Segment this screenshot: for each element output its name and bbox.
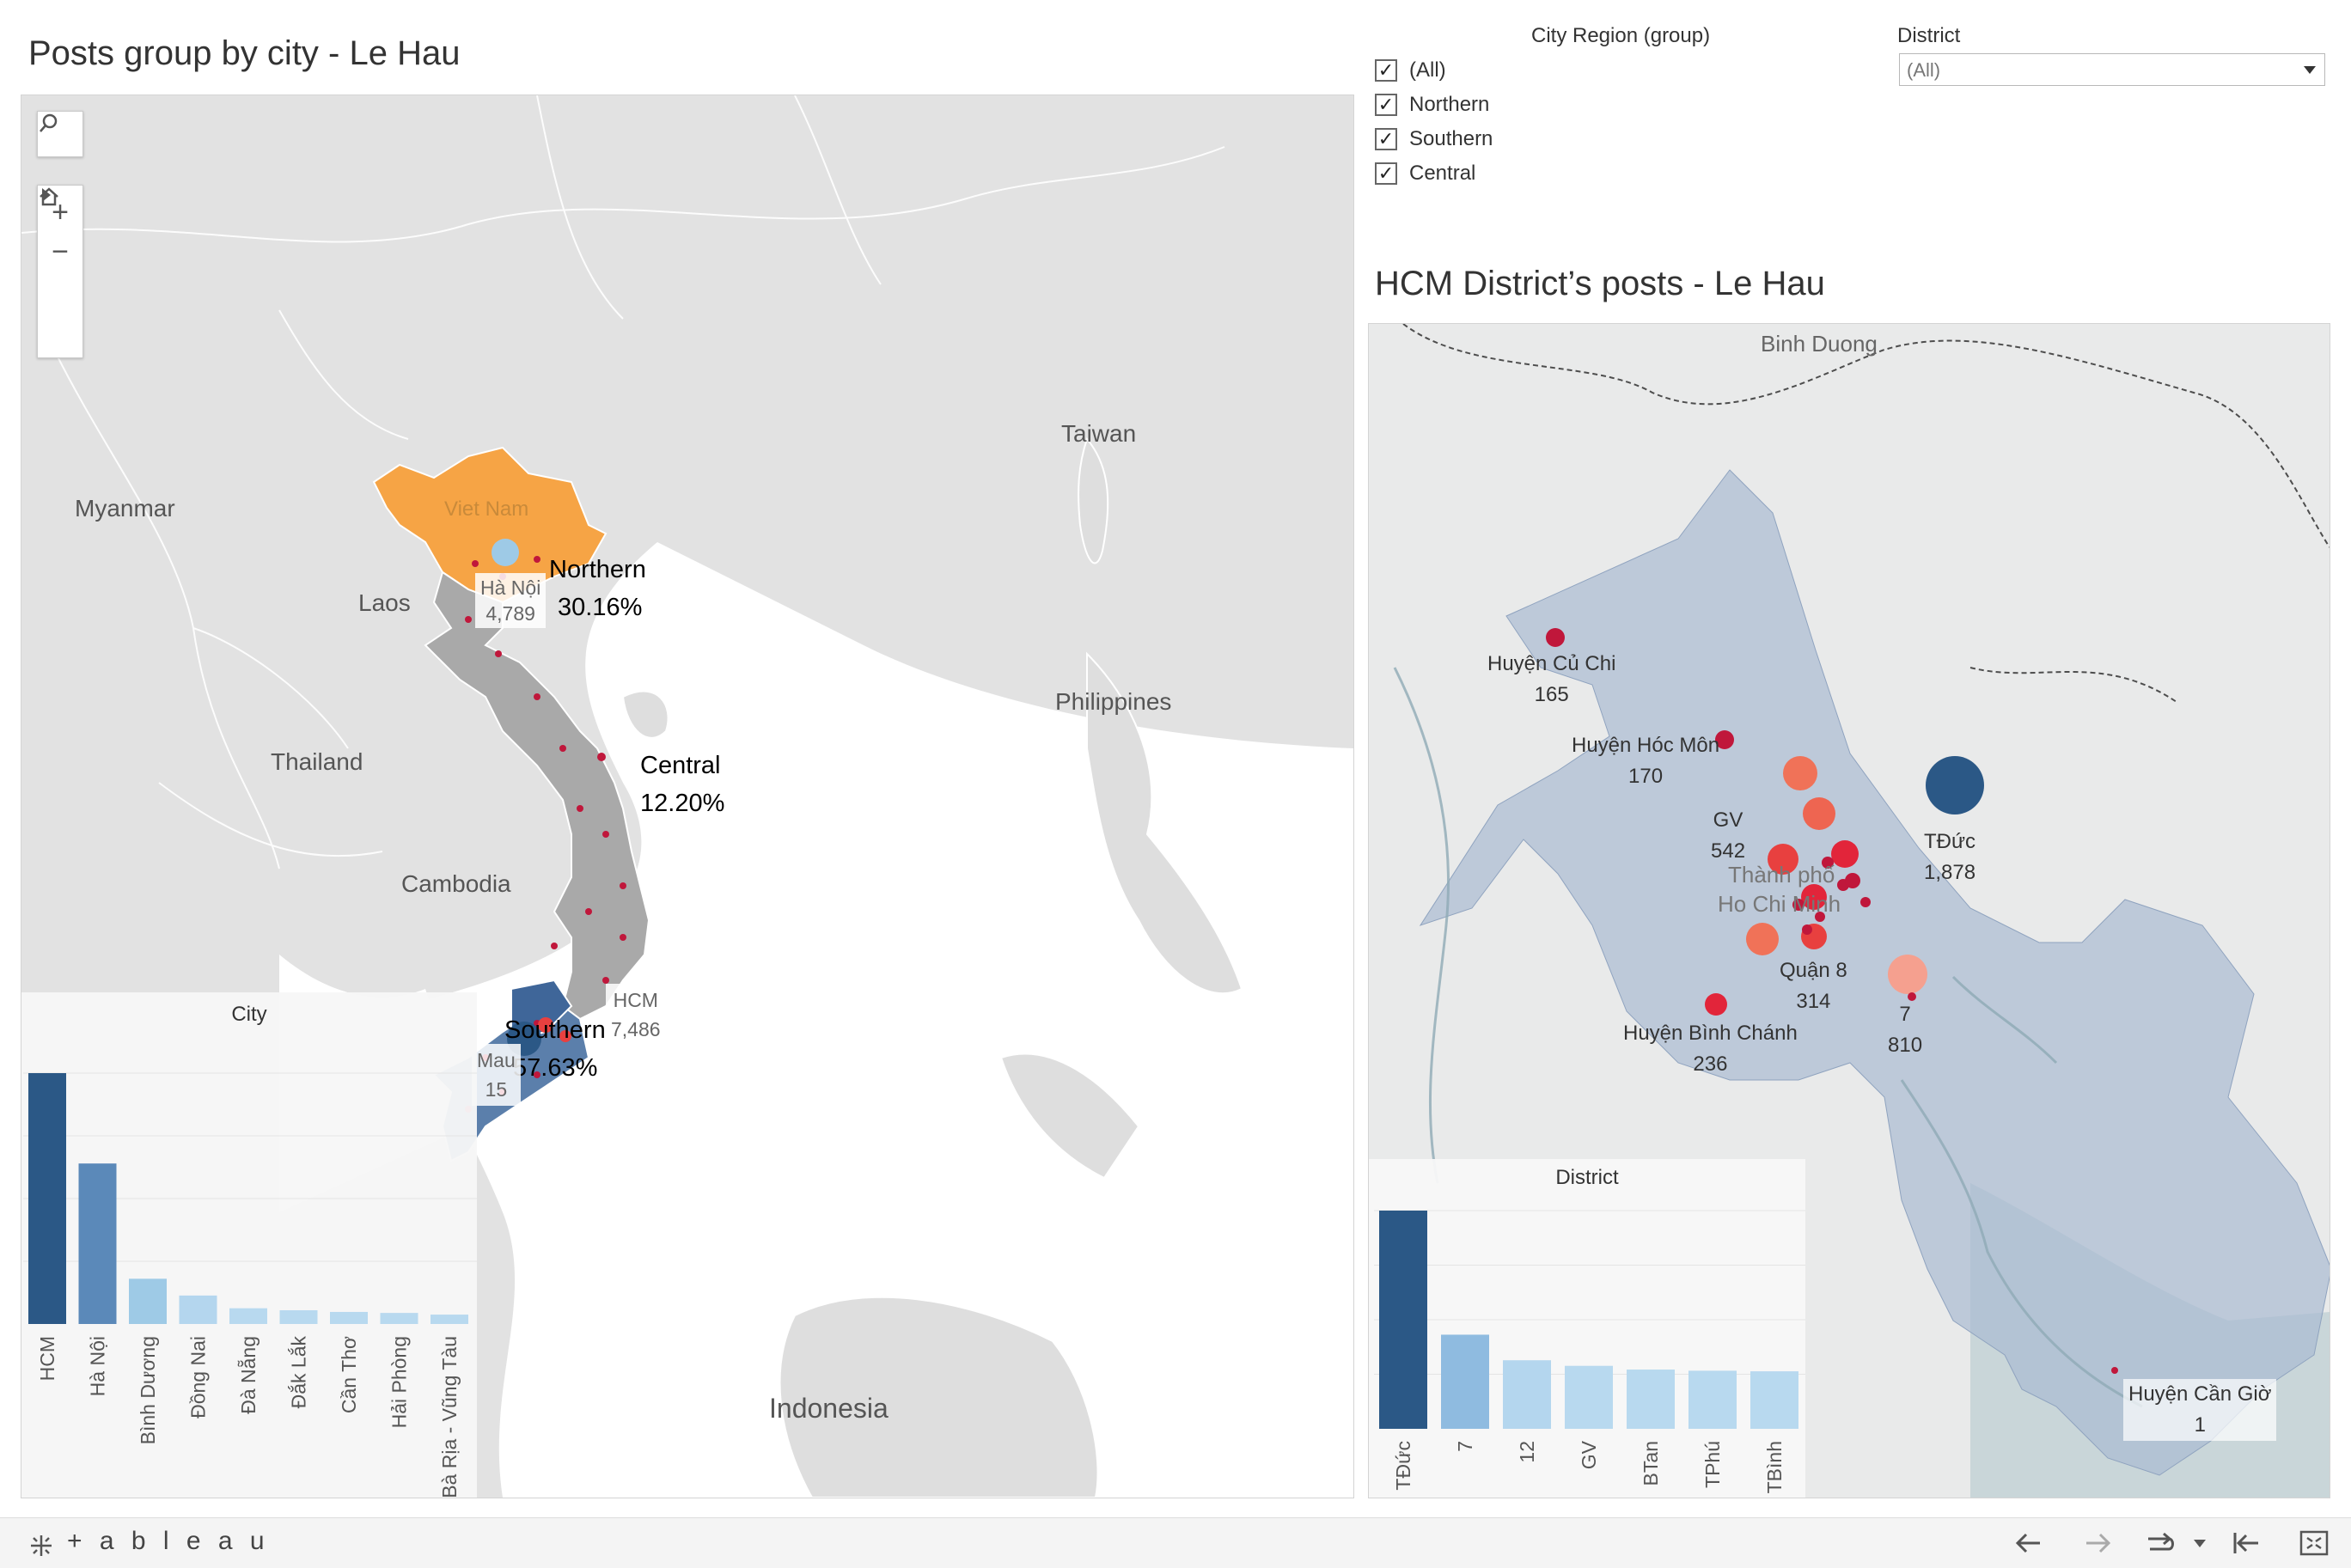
tick-label: TĐức [1392,1441,1414,1491]
district-chart-panel: District TĐức 7 12 GV BTan TPhú TBình [1369,1159,1805,1498]
district-dropdown-value: (All) [1907,59,1941,81]
label-ho-chi-minh: Ho Chi Minh [1718,891,1841,917]
tick-label: Đà Nẵng [236,1336,260,1414]
undo-icon[interactable] [2014,1530,2043,1556]
district-chart-title: District [1555,1166,1619,1189]
district-map[interactable]: Binh Duong Thành phố Ho Chi Minh Huyện C… [1368,323,2330,1498]
tick-label: TBình [1763,1441,1786,1493]
tick-label: 12 [1516,1441,1538,1463]
district-label-hoc-mon[interactable]: Huyện Hóc Môn 170 [1572,734,1720,788]
bar-Hải Phòng[interactable] [380,1313,418,1324]
label-cambodia: Cambodia [401,870,511,897]
map-zoom-controls: + − [37,185,83,358]
bar-TPhú[interactable] [1688,1370,1737,1429]
filter-option-northern[interactable]: ✓ Northern [1375,88,1493,122]
label-taiwan: Taiwan [1061,420,1137,447]
bar-BTan[interactable] [1627,1370,1675,1429]
region-central-label[interactable]: Central 12.20% [640,752,725,817]
fullscreen-icon[interactable] [2299,1530,2329,1556]
label-thanh-pho: Thành phố [1728,862,1835,888]
city-label-mau[interactable]: Mau 15 [472,1044,521,1106]
checkbox-checked-icon[interactable]: ✓ [1375,59,1397,82]
filter-option-southern[interactable]: ✓ Southern [1375,122,1493,156]
city-bar-chart[interactable]: HCM Hà Nội Bình Dương Đồng Nai Đà Nẵng Đắk Lắ… [21,1035,477,1498]
bar-Đà Nẵng[interactable] [229,1308,267,1324]
tick-label: Bà Rịa - Vũng Tàu [438,1336,461,1498]
label-myanmar: Myanmar [75,495,175,522]
tick-label: 7 [1454,1441,1476,1452]
left-title: Posts group by city - Le Hau [28,34,461,72]
district-bar-chart[interactable]: TĐức 7 12 GV BTan TPhú TBình [1369,1195,1805,1498]
checkbox-checked-icon[interactable]: ✓ [1375,94,1397,116]
tick-label: BTan [1640,1441,1662,1486]
tableau-brand[interactable]: + a b l e a u [67,1527,270,1555]
bar-Bình Dương[interactable] [129,1278,167,1324]
district-dropdown[interactable]: (All) [1899,53,2325,86]
checkbox-checked-icon[interactable]: ✓ [1375,128,1397,150]
bar-TĐức[interactable] [1379,1211,1427,1429]
city-label-hcm[interactable]: HCM 7,486 [606,984,666,1046]
district-filter-title: District [1897,24,1961,47]
bar-GV[interactable] [1565,1365,1613,1429]
bar-Đắk Lắk[interactable] [279,1310,318,1324]
region-filter-title: City Region (group) [1531,24,1711,47]
bar-Hà Nội[interactable] [78,1163,117,1324]
bar-Bà Rịa - Vũng Tàu[interactable] [431,1315,468,1324]
tick-label: HCM [36,1336,58,1381]
city-map[interactable]: + − Myanmar Laos Thailand Cambodia Taiwa… [21,95,1354,1498]
bar-7[interactable] [1441,1334,1489,1429]
dropdown-icon[interactable] [2193,1539,2207,1549]
label-vietnam: Viet Nam [444,497,529,521]
label-binh-duong: Binh Duong [1761,331,1878,357]
label-thailand: Thailand [271,748,363,775]
tick-label: Đồng Nai [187,1336,210,1419]
chevron-down-icon [2304,66,2316,74]
filter-option-central[interactable]: ✓ Central [1375,156,1493,191]
bar-Đồng Nai[interactable] [179,1295,217,1324]
right-title: HCM District’s posts - Le Hau [1375,265,1825,302]
district-label-quan-8[interactable]: Quận 8 314 [1780,959,1847,1013]
city-chart-title: City [231,1003,267,1026]
tick-label: Hải Phòng [388,1336,411,1428]
district-label-can-gio[interactable]: Huyện Cần Giờ 1 [2123,1379,2277,1441]
tableau-logo-icon [31,1535,52,1556]
tick-label: TPhú [1701,1441,1724,1488]
label-indonesia: Indonesia [769,1393,888,1424]
tick-label: Cần Thơ [338,1336,360,1413]
bar-HCM[interactable] [28,1073,66,1324]
checkbox-checked-icon[interactable]: ✓ [1375,162,1397,185]
tick-label: Bình Dương [137,1336,159,1444]
district-label-7[interactable]: 7 810 [1888,1003,1923,1057]
region-southern-label[interactable]: Southern 57.63% [504,1016,606,1082]
region-northern-label[interactable]: Northern 30.16% [549,556,646,621]
bar-TBình[interactable] [1750,1371,1798,1429]
bottom-toolbar: + a b l e a u [0,1517,2351,1568]
zoom-out-icon[interactable]: − [52,235,69,268]
bar-12[interactable] [1503,1360,1551,1429]
label-laos: Laos [358,589,411,616]
redo-icon[interactable] [2083,1530,2112,1556]
district-label-tduc[interactable]: TĐức 1,878 [1924,830,1976,884]
district-label-gv[interactable]: GV 542 [1711,808,1746,863]
bar-Cần Thơ[interactable] [330,1311,368,1324]
tick-label: Đắk Lắk [288,1336,310,1409]
region-filter-list: ✓ (All) ✓ Northern ✓ Southern ✓ Central [1375,53,1493,191]
tick-label: GV [1578,1440,1600,1469]
district-label-cu-chi[interactable]: Huyện Củ Chi 165 [1487,652,1616,706]
city-chart-panel: City HCM Hà Nội Bình Dương Đồng Nai Đà Nẵng Đ… [21,992,477,1498]
filter-option-all[interactable]: ✓ (All) [1375,53,1493,88]
district-label-binh-chanh[interactable]: Huyện Bình Chánh 236 [1623,1022,1798,1076]
search-icon [40,113,58,132]
revert-icon[interactable] [2143,1530,2177,1556]
map-search-button[interactable] [37,111,83,157]
city-label-hanoi[interactable]: Hà Nội 4,789 [475,573,547,628]
reset-icon[interactable] [2231,1530,2262,1556]
label-philippines: Philippines [1055,688,1172,715]
tick-label: Hà Nội [87,1336,109,1396]
